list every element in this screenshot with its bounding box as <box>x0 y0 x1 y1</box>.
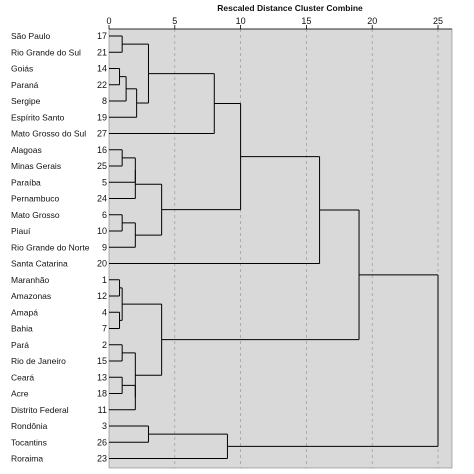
leaf-id: 19 <box>97 112 107 122</box>
leaf-label: Paraná <box>11 80 39 90</box>
leaf-label: Piauí <box>11 226 31 236</box>
leaf-id: 15 <box>97 356 107 366</box>
leaf-id: 24 <box>97 194 107 204</box>
leaf-label: Minas Gerais <box>11 161 61 171</box>
leaf-label: Distrito Federal <box>11 405 69 415</box>
leaf-label: Rio Grande do Sul <box>11 47 81 57</box>
leaf-label: Alagoas <box>11 145 42 155</box>
leaf-id: 5 <box>102 177 107 187</box>
leaf-id: 17 <box>97 31 107 41</box>
tick-label: 10 <box>236 16 246 26</box>
plot-background <box>108 28 453 469</box>
tick-label: 5 <box>172 16 177 26</box>
leaf-id: 13 <box>97 372 107 382</box>
leaf-id: 23 <box>97 454 107 464</box>
leaf-id: 10 <box>97 226 107 236</box>
leaf-id: 12 <box>97 291 107 301</box>
leaf-id: 14 <box>97 64 107 74</box>
leaf-id: 2 <box>102 340 107 350</box>
leaf-label: Santa Catarina <box>11 259 68 269</box>
leaf-id: 26 <box>97 437 107 447</box>
leaf-label: Sergipe <box>11 96 41 106</box>
leaf-id: 16 <box>97 145 107 155</box>
leaf-label: Maranhão <box>11 275 50 285</box>
tick-label: 20 <box>367 16 377 26</box>
leaf-label: São Paulo <box>11 31 50 41</box>
leaf-label: Goiás <box>11 64 33 74</box>
leaf-id: 11 <box>98 405 107 415</box>
tick-label: 25 <box>433 16 443 26</box>
leaf-id: 6 <box>102 210 107 220</box>
leaf-id: 1 <box>102 275 107 285</box>
tick-label: 0 <box>106 16 111 26</box>
leaf-label: Mato Grosso do Sul <box>11 129 86 139</box>
leaf-id: 18 <box>97 389 107 399</box>
leaf-label: Paraíba <box>11 177 41 187</box>
leaf-label: Rio Grande do Norte <box>11 242 90 252</box>
dendrogram-tree <box>109 35 439 459</box>
leaf-id: 25 <box>97 161 107 171</box>
leaf-label: Pernambuco <box>11 194 59 204</box>
leaf-id: 3 <box>102 421 107 431</box>
leaf-label: Mato Grosso <box>11 210 60 220</box>
leaf-label: Rio de Janeiro <box>11 356 66 366</box>
leaf-id: 8 <box>102 96 107 106</box>
axis-ticks: 0 5 10 15 20 25 <box>106 16 443 29</box>
leaf-label: Ceará <box>11 372 34 382</box>
leaf-id: 22 <box>97 80 107 90</box>
grid-lines <box>174 29 439 468</box>
leaf-id: 21 <box>97 47 107 57</box>
leaf-id: 9 <box>102 242 107 252</box>
leaf-label: Amapá <box>11 307 38 317</box>
leaf-id: 7 <box>102 324 107 334</box>
leaf-id: 4 <box>102 307 107 317</box>
leaf-label: Pará <box>11 340 29 350</box>
chart-title: Rescaled Distance Cluster Combine <box>217 3 363 13</box>
leaf-label: Rondônia <box>11 421 48 431</box>
leaf-id: 20 <box>97 259 107 269</box>
leaf-label: Roraima <box>11 454 43 464</box>
leaf-label: Acre <box>11 389 29 399</box>
tick-label: 15 <box>301 16 311 26</box>
leaf-label: Bahia <box>11 324 33 334</box>
leaf-id: 27 <box>97 129 107 139</box>
leaf-label: Amazonas <box>11 291 51 301</box>
leaf-label: Tocantins <box>11 437 47 447</box>
leaf-label: Espírito Santo <box>11 112 65 122</box>
